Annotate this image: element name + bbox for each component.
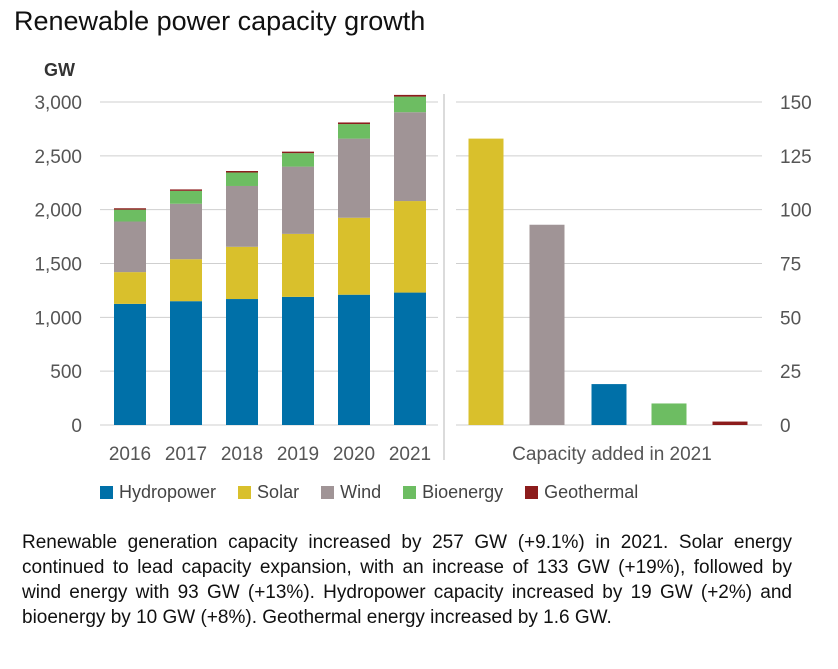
- bar-2018-solar: [226, 246, 258, 300]
- bar-2019-wind: [282, 166, 314, 234]
- bar-2017-solar: [170, 259, 202, 302]
- added-bar-bioenergy: [651, 403, 687, 425]
- y-axis-unit: GW: [44, 60, 75, 80]
- legend-label: Hydropower: [119, 482, 217, 502]
- stacked-bars: [114, 94, 426, 425]
- right-y-tick-label: 125: [780, 147, 812, 168]
- x-tick-label: 2019: [277, 444, 319, 465]
- bar-2017-wind: [170, 203, 202, 260]
- bar-2021-hydropower: [394, 292, 426, 425]
- right-panel-xlabel: Capacity added in 2021: [512, 444, 712, 465]
- bar-2016-geothermal: [114, 208, 146, 210]
- legend-label: Wind: [340, 482, 382, 502]
- right-y-tick-label: 50: [780, 308, 801, 329]
- left-y-tick-label: 0: [71, 416, 82, 437]
- x-tick-label: 2018: [221, 444, 263, 465]
- legend-item-geothermal: Geothermal: [525, 482, 638, 503]
- bar-2016-solar: [114, 272, 146, 304]
- x-axis-labels: 2016 2017 2018 2019 2020 2021: [109, 444, 431, 465]
- bar-2018-wind: [226, 185, 258, 247]
- bar-2017-hydropower: [170, 301, 202, 425]
- bar-2019-bioenergy: [282, 153, 314, 167]
- bar-2017-geothermal: [170, 189, 202, 191]
- added-bar-hydropower: [591, 384, 627, 425]
- left-y-tick-label: 500: [50, 362, 82, 383]
- left-y-axis: 0 500 1,000 1,500 2,000 2,500 3,000: [34, 93, 82, 437]
- added-bar-geothermal: [712, 421, 748, 425]
- bar-2021-bioenergy: [394, 96, 426, 113]
- left-y-tick-label: 1,000: [34, 308, 82, 329]
- legend-item-bioenergy: Bioenergy: [403, 482, 503, 503]
- added-bars: [468, 138, 748, 425]
- legend-label: Bioenergy: [422, 482, 504, 502]
- bar-2020-bioenergy: [338, 124, 370, 139]
- legend-swatch: [403, 486, 417, 499]
- legend-swatch: [238, 486, 252, 499]
- bar-2019-hydropower: [282, 296, 314, 425]
- left-y-tick-label: 3,000: [34, 93, 82, 114]
- x-tick-label: 2021: [389, 444, 431, 465]
- chart-title: Renewable power capacity growth: [14, 6, 426, 36]
- added-bar-solar: [468, 138, 504, 425]
- right-y-axis: 0 25 50 75 100 125 150: [780, 93, 812, 437]
- legend-label: Solar: [257, 482, 300, 502]
- bar-2018-geothermal: [226, 171, 258, 173]
- legend-swatch: [321, 486, 335, 499]
- left-y-tick-label: 1,500: [34, 255, 82, 276]
- bar-2021-wind: [394, 112, 426, 202]
- bar-2020-hydropower: [338, 294, 370, 425]
- left-y-tick-label: 2,500: [34, 147, 82, 168]
- left-y-tick-label: 2,000: [34, 201, 82, 222]
- bar-2018-hydropower: [226, 299, 258, 425]
- bar-2019-solar: [282, 233, 314, 297]
- bar-2021-geothermal: [394, 94, 426, 97]
- legend-swatch: [525, 486, 539, 499]
- x-tick-label: 2017: [165, 444, 207, 465]
- right-y-tick-label: 25: [780, 362, 801, 383]
- bar-2020-wind: [338, 138, 370, 218]
- chart-canvas: 0 500 1,000 1,500 2,000 2,500 3,000 0 25 50 75 100…: [34, 60, 812, 465]
- x-tick-label: 2016: [109, 444, 151, 465]
- added-bar-wind: [529, 224, 565, 425]
- bar-2019-geothermal: [282, 151, 314, 154]
- bar-2020-geothermal: [338, 122, 370, 125]
- gridlines: [100, 101, 762, 426]
- bar-2017-bioenergy: [170, 190, 202, 204]
- legend-item-hydropower: Hydropower: [100, 482, 216, 503]
- bar-2020-solar: [338, 217, 370, 295]
- right-y-tick-label: 150: [780, 93, 812, 114]
- bar-2021-solar: [394, 201, 426, 293]
- bar-2016-wind: [114, 221, 146, 273]
- x-tick-label: 2020: [333, 444, 375, 465]
- legend-item-wind: Wind: [321, 482, 381, 503]
- right-y-tick-label: 100: [780, 201, 812, 222]
- legend-swatch: [100, 486, 113, 499]
- legend-item-solar: Solar: [238, 482, 299, 503]
- legend-label: Geothermal: [544, 482, 639, 502]
- right-y-tick-label: 75: [780, 255, 801, 276]
- right-y-tick-label: 0: [780, 416, 791, 437]
- bar-2018-bioenergy: [226, 172, 258, 186]
- bar-2016-bioenergy: [114, 209, 146, 222]
- caption: Renewable generation capacity increased …: [22, 532, 792, 628]
- legend: Hydropower Solar Wind Bioenergy Geothermal: [100, 482, 638, 503]
- bar-2016-hydropower: [114, 303, 146, 425]
